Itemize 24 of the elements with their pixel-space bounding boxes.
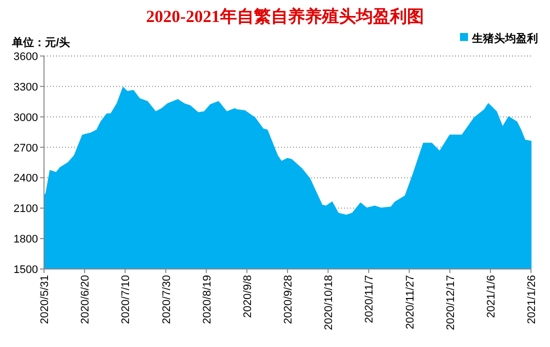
y-tick-label: 2400	[14, 172, 38, 185]
y-tick-label: 3600	[14, 51, 38, 63]
chart-title: 2020-2021年自繁自养养殖头均盈利图	[146, 7, 424, 26]
y-tick-label: 2100	[14, 203, 38, 216]
x-tick-label: 2020/9/28	[282, 275, 294, 324]
x-tick-label: 2020/5/31	[39, 275, 51, 324]
x-tick-label: 2020/7/30	[160, 275, 173, 324]
legend-label: 生猪头均盈利	[471, 32, 538, 45]
text: 单位：元/头	[11, 36, 70, 49]
y-tick-label: 2700	[14, 142, 38, 154]
y-tick-label: 1500	[14, 264, 38, 276]
x-tick-label: 2021/1/6	[485, 275, 498, 318]
x-tick-label: 2020/8/19	[201, 275, 214, 324]
x-tick-label: 2020/11/7	[364, 275, 376, 324]
y-tick-label: 3000	[14, 112, 38, 124]
x-tick-label: 2020/9/8	[242, 275, 254, 318]
x-tick-label: 2021/1/26	[526, 275, 538, 324]
y-tick-label: 1800	[14, 234, 38, 246]
x-tick-label: 2020/7/10	[120, 275, 132, 324]
x-tick-label: 2020/11/27	[404, 275, 416, 330]
x-tick-label: 2020/10/18	[323, 275, 336, 330]
x-tick-label: 2020/6/20	[80, 275, 92, 324]
x-tick-label: 2020/12/17	[444, 275, 457, 330]
y-tick-label: 3300	[14, 81, 38, 94]
